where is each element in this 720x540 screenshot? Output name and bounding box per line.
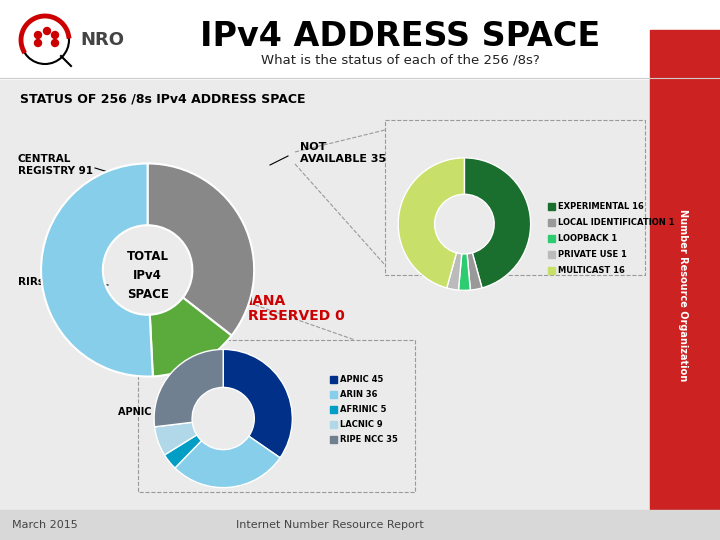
Bar: [330, 421, 337, 428]
Text: MULTICAST 16: MULTICAST 16: [558, 266, 625, 275]
Wedge shape: [175, 436, 280, 488]
Bar: [548, 267, 555, 274]
Wedge shape: [467, 253, 482, 290]
Circle shape: [35, 31, 42, 38]
Text: RIRs 130: RIRs 130: [18, 277, 69, 287]
Bar: [330, 406, 337, 413]
Text: SPACE: SPACE: [127, 288, 168, 301]
Text: NOT: NOT: [300, 142, 326, 152]
Text: CENTRAL: CENTRAL: [18, 154, 71, 164]
Text: NRO: NRO: [80, 31, 124, 49]
Text: Number Resource Organization: Number Resource Organization: [678, 209, 688, 381]
Bar: [548, 203, 555, 210]
Text: IPv4 ADDRESS SPACE: IPv4 ADDRESS SPACE: [200, 21, 600, 53]
Wedge shape: [164, 435, 202, 468]
Text: AFRINIC 5: AFRINIC 5: [340, 405, 387, 414]
Wedge shape: [148, 164, 254, 335]
Circle shape: [43, 28, 50, 35]
Text: PRIVATE USE 1: PRIVATE USE 1: [558, 250, 627, 259]
Bar: [548, 251, 555, 258]
Text: Internet Number Resource Report: Internet Number Resource Report: [236, 520, 424, 530]
Bar: [650, 30, 720, 510]
Wedge shape: [155, 422, 197, 455]
Bar: [0, 0, 720, 80]
Wedge shape: [459, 254, 470, 291]
Wedge shape: [223, 349, 292, 458]
Text: STATUS OF 256 /8s IPv4 ADDRESS SPACE: STATUS OF 256 /8s IPv4 ADDRESS SPACE: [20, 92, 305, 105]
Circle shape: [35, 39, 42, 46]
Text: REGISTRY 91: REGISTRY 91: [18, 166, 93, 176]
Text: IANA: IANA: [248, 294, 287, 308]
Wedge shape: [41, 164, 153, 376]
Bar: [0, 510, 720, 540]
Text: IPv4: IPv4: [133, 269, 162, 282]
Text: RESERVED 0: RESERVED 0: [248, 309, 345, 323]
Circle shape: [52, 31, 58, 38]
Text: RIPE NCC 35: RIPE NCC 35: [340, 435, 398, 444]
Text: ARIN 36: ARIN 36: [340, 390, 377, 399]
Text: APNIC 45: APNIC 45: [340, 375, 383, 384]
Bar: [548, 235, 555, 242]
Wedge shape: [398, 158, 464, 288]
Bar: [330, 391, 337, 398]
Text: EXPERIMENTAL 16: EXPERIMENTAL 16: [558, 202, 644, 211]
Bar: [0, 80, 650, 510]
Text: APNIC 45: APNIC 45: [118, 407, 168, 417]
Text: AVAILABLE 35: AVAILABLE 35: [300, 154, 386, 164]
Bar: [330, 436, 337, 443]
Bar: [330, 376, 337, 383]
Text: TOTAL: TOTAL: [127, 249, 168, 262]
Text: What is the status of each of the 256 /8s?: What is the status of each of the 256 /8…: [261, 53, 539, 66]
Circle shape: [52, 39, 58, 46]
Wedge shape: [150, 298, 232, 376]
Text: LOCAL IDENTIFICATION 1: LOCAL IDENTIFICATION 1: [558, 218, 675, 227]
Wedge shape: [154, 349, 223, 427]
Text: LACNIC 9: LACNIC 9: [340, 420, 382, 429]
Text: LOOPBACK 1: LOOPBACK 1: [558, 234, 617, 243]
Wedge shape: [447, 253, 462, 290]
Text: March 2015: March 2015: [12, 520, 78, 530]
Wedge shape: [464, 158, 531, 288]
Bar: [548, 219, 555, 226]
